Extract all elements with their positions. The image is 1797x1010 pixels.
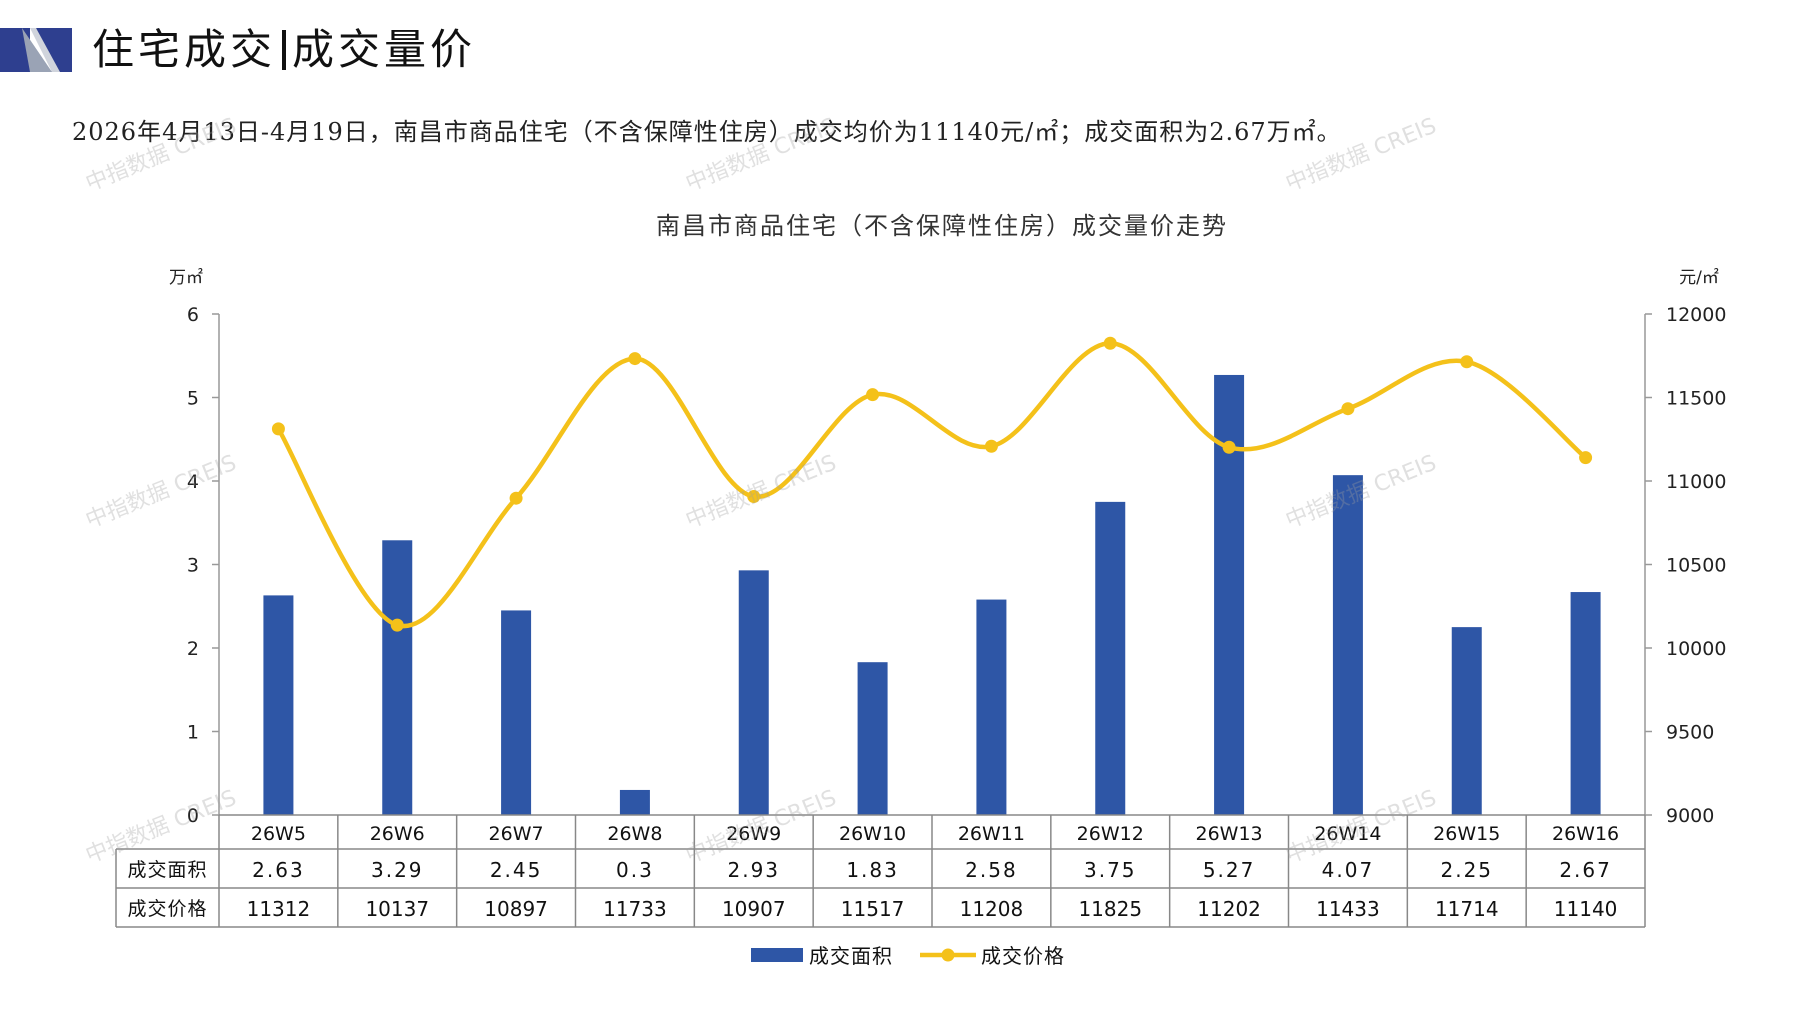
price-point — [1579, 451, 1593, 465]
price-point — [628, 352, 642, 366]
y-left-tick-label: 4 — [187, 471, 199, 493]
price-value-label: 11140 — [1554, 897, 1618, 921]
x-tick-label: 26W16 — [1552, 823, 1619, 845]
x-tick-label: 26W7 — [489, 823, 544, 845]
page-title: 住宅成交 成交量价 — [92, 20, 476, 80]
x-tick-label: 26W12 — [1077, 823, 1144, 845]
price-value-label: 11825 — [1078, 897, 1142, 921]
bar-value-label: 2.67 — [1559, 858, 1612, 882]
price-point — [1103, 336, 1117, 350]
y-right-tick-label: 12000 — [1666, 304, 1726, 326]
price-point — [1341, 402, 1355, 416]
y-left-tick-label: 3 — [187, 555, 199, 577]
y-left-tick-label: 6 — [187, 304, 199, 326]
price-point — [747, 490, 761, 504]
y-right-unit: 元/㎡ — [1679, 268, 1719, 288]
x-tick-label: 26W10 — [839, 823, 906, 845]
y-right-tick-label: 10500 — [1666, 555, 1726, 577]
y-right-tick-label: 9500 — [1666, 722, 1714, 744]
y-right-tick-label: 11000 — [1666, 471, 1726, 493]
x-tick-label: 26W14 — [1314, 823, 1381, 845]
bar-value-label: 3.29 — [371, 858, 424, 882]
y-left-unit: 万㎡ — [169, 268, 203, 288]
chart-title: 南昌市商品住宅（不含保障性住房）成交量价走势 — [656, 212, 1228, 240]
price-point — [866, 388, 880, 402]
header-logo-mark — [0, 28, 72, 72]
bar-area — [619, 789, 650, 815]
bar-area — [1095, 501, 1126, 815]
y-right-tick-label: 11500 — [1666, 388, 1726, 410]
price-value-label: 11433 — [1316, 897, 1380, 921]
price-point — [390, 618, 404, 632]
bar-area — [1332, 475, 1363, 815]
price-point — [1460, 355, 1474, 369]
y-left-tick-label: 5 — [187, 388, 199, 410]
summary-text: 2026年4月13日-4月19日，南昌市商品住宅（不含保障性住房）成交均价为11… — [72, 118, 1342, 146]
price-value-label: 11733 — [603, 897, 667, 921]
x-tick-label: 26W6 — [370, 823, 425, 845]
bar-area — [1570, 592, 1601, 815]
bar-area — [263, 595, 294, 815]
price-value-label: 10137 — [365, 897, 429, 921]
price-value-label: 11714 — [1435, 897, 1499, 921]
bar-area — [501, 610, 532, 815]
price-value-label: 10897 — [484, 897, 548, 921]
x-tick-label: 26W9 — [726, 823, 781, 845]
bar-value-label: 3.75 — [1084, 858, 1137, 882]
legend-bar-swatch — [751, 948, 803, 962]
legend-line-marker — [941, 948, 955, 962]
bar-area — [857, 662, 888, 815]
y-left-tick-label: 2 — [187, 638, 199, 660]
price-line — [276, 340, 1588, 629]
legend-line-label: 成交价格 — [981, 944, 1065, 968]
bar-value-label: 2.58 — [965, 858, 1018, 882]
table-row-header: 成交面积 — [127, 859, 207, 881]
y-left-tick-label: 0 — [187, 805, 199, 827]
page-title-left: 住宅成交 — [92, 25, 277, 74]
x-tick-label: 26W11 — [958, 823, 1025, 845]
table-row-header: 成交价格 — [127, 898, 207, 920]
price-value-label: 10907 — [722, 897, 786, 921]
price-point — [1222, 440, 1236, 454]
page-title-right: 成交量价 — [292, 25, 477, 74]
price-point — [984, 439, 998, 453]
bar-value-label: 4.07 — [1322, 858, 1375, 882]
bar-value-label: 2.63 — [252, 858, 305, 882]
x-tick-label: 26W8 — [607, 823, 662, 845]
bar-value-label: 1.83 — [846, 858, 899, 882]
y-right-tick-label: 10000 — [1666, 638, 1726, 660]
x-tick-label: 26W13 — [1196, 823, 1263, 845]
price-value-label: 11208 — [960, 897, 1024, 921]
bar-area — [976, 599, 1007, 815]
price-value-label: 11517 — [841, 897, 905, 921]
bar-value-label: 2.93 — [727, 858, 780, 882]
bar-value-label: 0.3 — [616, 858, 654, 882]
price-point — [509, 491, 523, 505]
bar-area — [382, 540, 413, 815]
price-value-label: 11202 — [1197, 897, 1261, 921]
y-right-tick-label: 9000 — [1666, 805, 1714, 827]
bar-area — [1451, 627, 1482, 815]
bar-value-label: 5.27 — [1203, 858, 1256, 882]
y-left-tick-label: 1 — [187, 722, 199, 744]
x-tick-label: 26W5 — [251, 823, 306, 845]
bar-area — [738, 570, 769, 815]
legend-bar-label: 成交面积 — [809, 944, 893, 968]
price-point — [271, 422, 285, 436]
x-tick-label: 26W15 — [1433, 823, 1500, 845]
bar-value-label: 2.45 — [490, 858, 543, 882]
price-value-label: 11312 — [247, 897, 311, 921]
bar-value-label: 2.25 — [1440, 858, 1493, 882]
title-divider — [282, 30, 287, 70]
